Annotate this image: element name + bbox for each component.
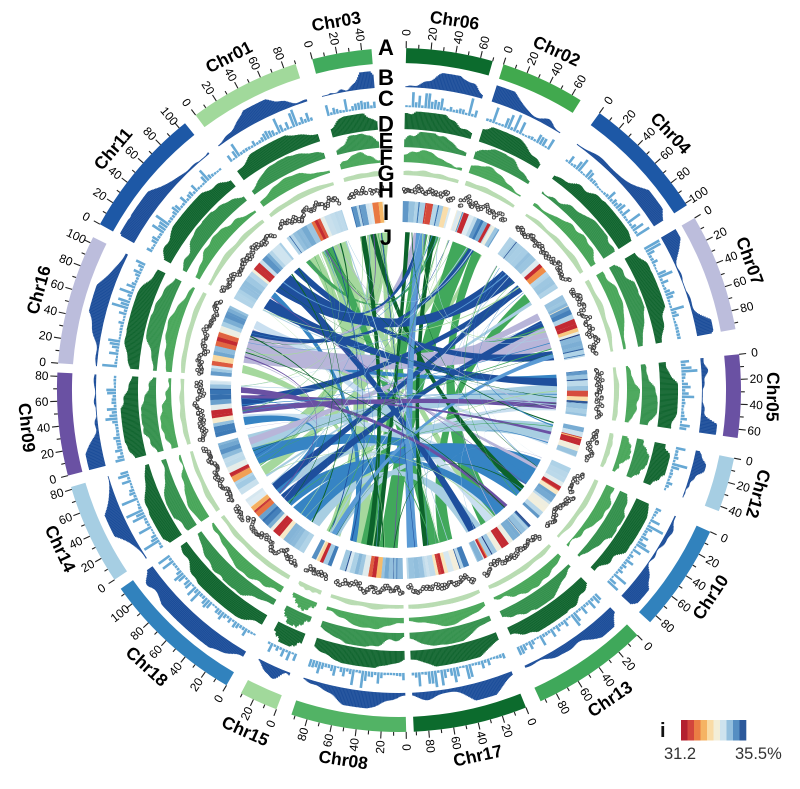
svg-text:80: 80	[48, 485, 65, 502]
svg-text:F: F	[379, 145, 392, 170]
svg-text:60: 60	[49, 276, 66, 293]
svg-text:40: 40	[749, 398, 763, 413]
svg-text:80: 80	[57, 251, 75, 269]
svg-text:0: 0	[263, 718, 279, 730]
svg-text:20: 20	[238, 704, 256, 722]
svg-text:80: 80	[423, 739, 438, 754]
svg-text:60: 60	[570, 72, 589, 91]
svg-text:i: i	[660, 720, 666, 742]
svg-text:20: 20	[38, 328, 54, 344]
svg-text:40: 40	[221, 65, 240, 84]
svg-text:20: 20	[326, 31, 342, 47]
svg-text:80: 80	[294, 726, 311, 743]
svg-text:80: 80	[554, 698, 573, 717]
svg-text:E: E	[379, 129, 394, 154]
svg-text:0: 0	[39, 355, 47, 370]
svg-text:40: 40	[352, 27, 367, 42]
svg-text:40: 40	[473, 730, 490, 747]
svg-text:H: H	[378, 178, 394, 203]
svg-text:G: G	[377, 161, 394, 186]
svg-text:J: J	[380, 225, 392, 250]
svg-text:D: D	[378, 112, 394, 137]
svg-text:20: 20	[79, 556, 98, 575]
svg-text:20: 20	[498, 722, 515, 739]
svg-text:A: A	[378, 35, 394, 60]
svg-text:C: C	[378, 86, 394, 111]
svg-text:0: 0	[750, 345, 758, 360]
svg-text:20: 20	[425, 26, 440, 41]
svg-text:Chr05: Chr05	[762, 372, 783, 422]
svg-text:40: 40	[727, 503, 745, 521]
svg-text:20: 20	[373, 740, 388, 754]
svg-text:60: 60	[448, 735, 464, 751]
svg-text:0: 0	[48, 472, 58, 487]
svg-text:40: 40	[451, 29, 467, 45]
svg-text:I: I	[383, 200, 389, 225]
svg-text:40: 40	[722, 248, 740, 266]
svg-text:B: B	[378, 65, 394, 90]
svg-text:0: 0	[301, 39, 316, 49]
svg-text:60: 60	[245, 54, 263, 72]
svg-text:20: 20	[39, 446, 55, 462]
svg-text:40: 40	[67, 533, 85, 552]
svg-text:40: 40	[42, 302, 58, 319]
svg-text:40: 40	[346, 737, 362, 752]
svg-text:20: 20	[735, 478, 752, 495]
svg-text:0: 0	[501, 44, 516, 55]
svg-text:0: 0	[745, 454, 755, 469]
svg-text:31.2: 31.2	[664, 745, 696, 763]
svg-text:60: 60	[476, 34, 493, 51]
svg-text:40: 40	[36, 420, 51, 435]
svg-text:60: 60	[320, 732, 336, 748]
svg-text:60: 60	[731, 273, 748, 290]
svg-text:20: 20	[703, 552, 722, 571]
svg-text:40: 40	[548, 60, 567, 78]
svg-text:35.5%: 35.5%	[735, 745, 782, 763]
svg-text:80: 80	[739, 299, 756, 316]
svg-text:60: 60	[57, 510, 75, 528]
svg-text:20: 20	[711, 224, 729, 243]
svg-text:80: 80	[270, 45, 288, 63]
svg-text:60: 60	[35, 395, 49, 409]
svg-text:80: 80	[35, 368, 49, 383]
svg-text:0: 0	[399, 29, 413, 36]
svg-text:0: 0	[524, 716, 540, 728]
svg-text:60: 60	[747, 423, 762, 438]
svg-text:20: 20	[749, 372, 763, 386]
svg-text:0: 0	[399, 744, 413, 751]
svg-text:20: 20	[524, 49, 542, 67]
